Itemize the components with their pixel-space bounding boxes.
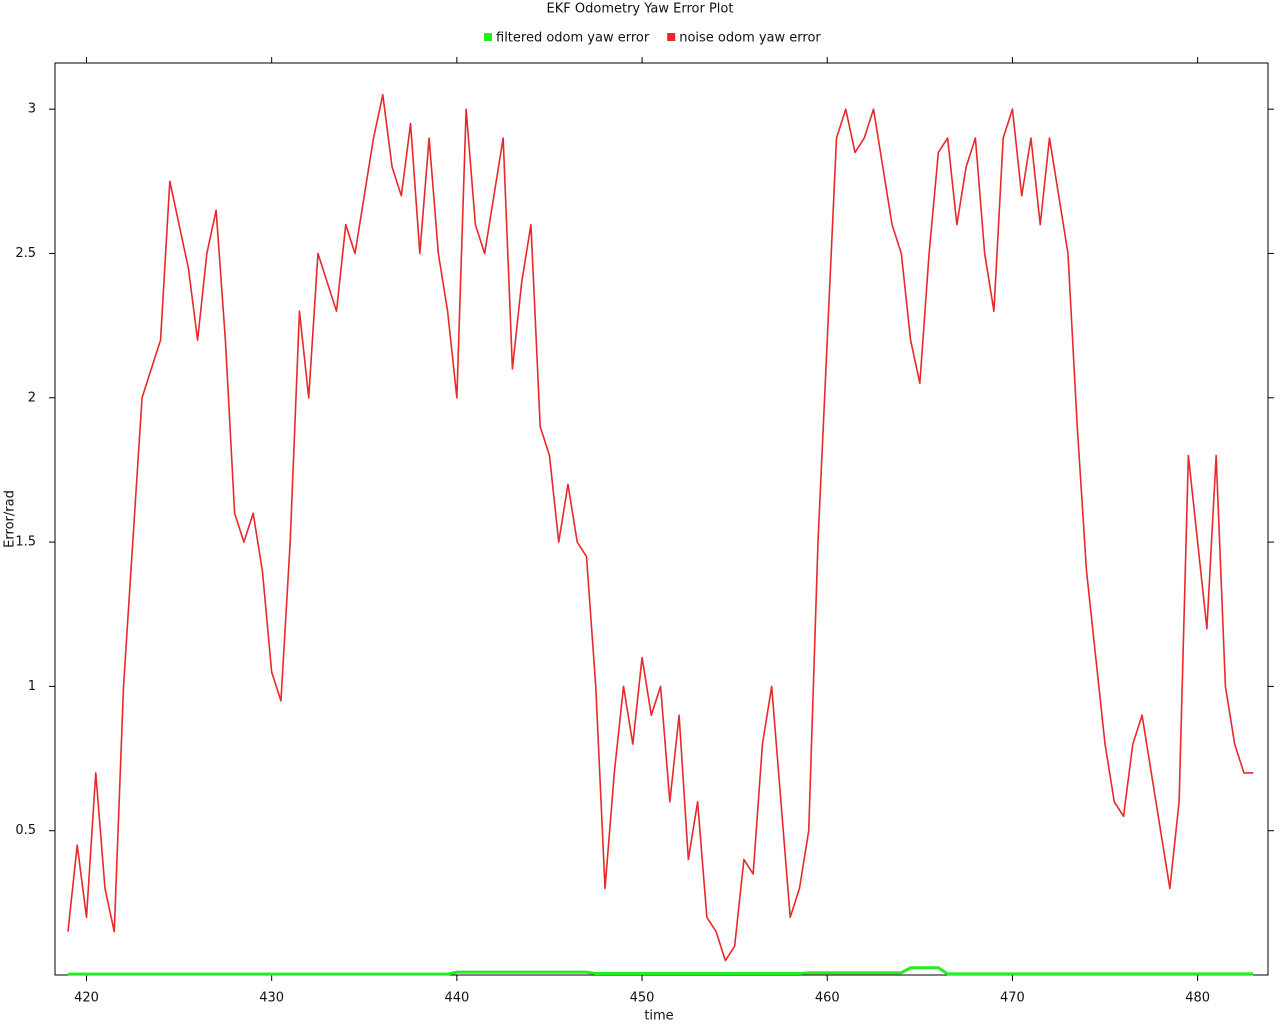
- series-line: [67, 966, 1254, 976]
- y-tick-label: 3: [28, 102, 36, 117]
- x-tick-label: 480: [1185, 991, 1210, 1006]
- x-tick-label: 460: [815, 991, 840, 1006]
- x-tick-label: 470: [1000, 991, 1025, 1006]
- y-tick-label: 2.5: [15, 246, 36, 261]
- series-line: [67, 93, 1254, 962]
- legend-label: noise odom yaw error: [679, 31, 821, 46]
- legend-swatch: [484, 33, 492, 41]
- x-tick-label: 420: [74, 991, 99, 1006]
- y-tick-label: 1: [28, 679, 36, 694]
- x-tick-label: 450: [630, 991, 655, 1006]
- y-tick-label: 2: [28, 390, 36, 405]
- x-tick-label: 440: [444, 991, 469, 1006]
- legend-swatch: [667, 33, 676, 41]
- y-tick-label: 0.5: [15, 823, 36, 838]
- chart-title: EKF Odometry Yaw Error Plot: [547, 2, 734, 17]
- legend-label: filtered odom yaw error: [496, 31, 650, 46]
- y-tick-label: 1.5: [15, 535, 36, 550]
- x-tick-label: 430: [259, 991, 284, 1006]
- y-axis-label: Error/rad: [3, 490, 18, 548]
- x-axis-label: time: [644, 1009, 673, 1024]
